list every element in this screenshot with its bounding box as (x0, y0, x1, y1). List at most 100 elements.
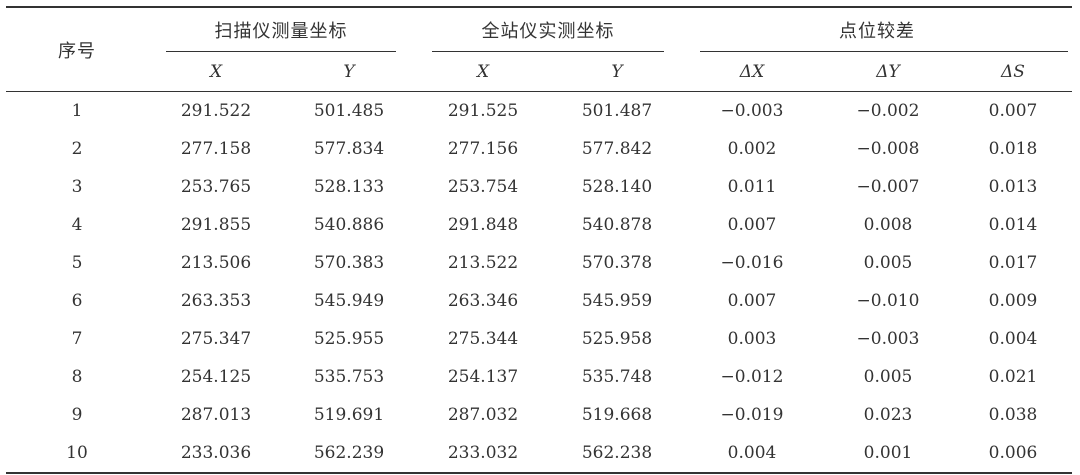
cell-delta-s: 0.017 (988, 253, 1038, 273)
group-header-scanner: 扫描仪测量坐标 (148, 6, 414, 52)
cell-scan-x: 287.013 (180, 405, 252, 425)
table-row: 7 275.347 525.955 275.344 525.958 0.003 −0.003… (6, 320, 1072, 358)
cell-seq: 5 (71, 253, 83, 273)
cell-delta-y: −0.002 (856, 101, 920, 121)
subheader-scan-x: X (148, 52, 284, 92)
cell-scan-y: 562.239 (284, 434, 414, 474)
cell-ts-y: 562.238 (552, 434, 682, 474)
cell-delta-x: −0.019 (720, 405, 784, 425)
table-row: 1 291.522 501.485 291.525 501.487 −0.003 −0.00… (6, 92, 1072, 131)
subheader-scan-y: Y (284, 52, 414, 92)
cell-ts-x: 291.525 (447, 101, 519, 121)
subheader-delta-x: ΔX (682, 52, 822, 92)
cell-delta-y: −0.007 (856, 177, 920, 197)
cell-scan-x: 263.353 (180, 291, 252, 311)
cell-delta-y: 0.023 (863, 405, 913, 425)
cell-scan-x: 277.158 (180, 139, 252, 159)
table-row: 5 213.506 570.383 213.522 570.378 −0.016 0.005… (6, 244, 1072, 282)
cell-scan-y: 501.485 (313, 101, 385, 121)
cell-delta-y: 0.001 (822, 434, 954, 474)
table-row: 3 253.765 528.133 253.754 528.140 0.011 −0.007… (6, 168, 1072, 206)
cell-delta-y: −0.008 (856, 139, 920, 159)
cell-delta-y: 0.005 (863, 367, 913, 387)
cell-ts-y: 545.959 (581, 291, 653, 311)
group-header-scanner-label: 扫描仪测量坐标 (214, 21, 348, 42)
cell-seq: 9 (71, 405, 83, 425)
table-row: 6 263.353 545.949 263.346 545.959 0.007 −0.010… (6, 282, 1072, 320)
cell-seq: 4 (71, 215, 83, 235)
cell-ts-x: 275.344 (447, 329, 519, 349)
cell-ts-x: 254.137 (447, 367, 519, 387)
group-header-total-station-label: 全站仪实测坐标 (481, 21, 615, 42)
cell-scan-x: 253.765 (180, 177, 252, 197)
cell-ts-x: 277.156 (447, 139, 519, 159)
cell-ts-y: 540.878 (581, 215, 653, 235)
cell-ts-y: 519.668 (581, 405, 653, 425)
cell-scan-x: 291.522 (180, 101, 252, 121)
group-header-point-difference: 点位较差 (682, 6, 1073, 52)
cell-scan-y: 519.691 (313, 405, 385, 425)
cell-scan-y: 570.383 (313, 253, 385, 273)
group-header-total-station: 全站仪实测坐标 (414, 6, 682, 52)
cell-scan-x: 291.855 (180, 215, 252, 235)
cell-delta-s: 0.004 (988, 329, 1038, 349)
cell-ts-x: 287.032 (447, 405, 519, 425)
cell-delta-y: 0.005 (863, 253, 913, 273)
cell-seq: 3 (71, 177, 83, 197)
cell-ts-y: 570.378 (581, 253, 653, 273)
table-row: 10 233.036 562.239 233.032 562.238 0.004 0.001… (6, 434, 1073, 474)
subheader-ts-y: Y (552, 52, 682, 92)
cell-ts-y: 501.487 (581, 101, 653, 121)
cell-ts-y: 577.842 (581, 139, 653, 159)
subheader-delta-s: ΔS (954, 52, 1073, 92)
cell-delta-y: 0.008 (863, 215, 913, 235)
cell-delta-x: −0.003 (720, 101, 784, 121)
cell-delta-s: 0.009 (988, 291, 1038, 311)
cell-ts-y: 535.748 (581, 367, 653, 387)
cell-scan-y: 545.949 (313, 291, 385, 311)
cell-scan-x: 254.125 (180, 367, 252, 387)
column-header-seq: 序号 (6, 6, 148, 92)
cell-seq: 2 (71, 139, 83, 159)
cell-scan-y: 528.133 (313, 177, 385, 197)
cell-ts-y: 528.140 (581, 177, 653, 197)
cell-scan-y: 525.955 (313, 329, 385, 349)
cell-ts-y: 525.958 (581, 329, 653, 349)
header-row-groups: 序号 扫描仪测量坐标 全站仪实测坐标 点位较差 (6, 6, 1073, 92)
cell-seq: 6 (71, 291, 83, 311)
subheader-delta-y: ΔY (822, 52, 954, 92)
cell-scan-y: 577.834 (313, 139, 385, 159)
cell-delta-y: −0.010 (856, 291, 920, 311)
cell-seq: 8 (71, 367, 83, 387)
cell-delta-s: 0.021 (988, 367, 1038, 387)
cell-scan-x: 275.347 (180, 329, 252, 349)
cell-delta-x: 0.011 (727, 177, 777, 197)
cell-delta-s: 0.014 (988, 215, 1038, 235)
cell-scan-x: 233.036 (148, 434, 284, 474)
cell-delta-x: 0.002 (727, 139, 777, 159)
cell-seq: 10 (6, 434, 148, 474)
cell-ts-x: 263.346 (447, 291, 519, 311)
cell-delta-s: 0.006 (954, 434, 1073, 474)
cell-delta-x: 0.007 (727, 291, 777, 311)
group-header-point-difference-label: 点位较差 (839, 21, 915, 42)
cell-seq: 1 (71, 101, 83, 121)
cell-ts-x: 213.522 (447, 253, 519, 273)
cell-scan-x: 213.506 (180, 253, 252, 273)
cell-delta-x: −0.012 (720, 367, 784, 387)
cell-scan-y: 535.753 (313, 367, 385, 387)
cell-ts-x: 233.032 (414, 434, 552, 474)
cell-delta-s: 0.013 (988, 177, 1038, 197)
table-row: 9 287.013 519.691 287.032 519.668 −0.019 0.023… (6, 396, 1072, 434)
cell-delta-s: 0.007 (988, 101, 1038, 121)
cell-scan-y: 540.886 (313, 215, 385, 235)
cell-delta-x: 0.007 (727, 215, 777, 235)
cell-ts-x: 253.754 (447, 177, 519, 197)
coordinate-comparison-table: 序号 扫描仪测量坐标 全站仪实测坐标 点位较差 X Y X Y ΔX ΔY ΔS… (6, 6, 1073, 474)
cell-delta-y: −0.003 (856, 329, 920, 349)
table-row: 8 254.125 535.753 254.137 535.748 −0.012 0.005… (6, 358, 1072, 396)
cell-delta-s: 0.038 (988, 405, 1038, 425)
cell-delta-x: 0.003 (727, 329, 777, 349)
cell-delta-s: 0.018 (988, 139, 1038, 159)
table-body: 1 291.522 501.485 291.525 501.487 −0.003 −0.00… (6, 92, 1073, 474)
